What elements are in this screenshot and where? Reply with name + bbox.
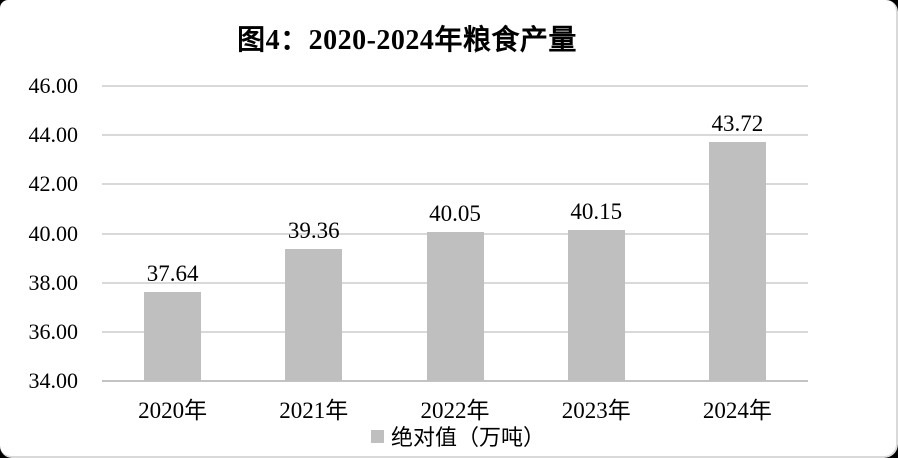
x-axis-category-label: 2020年 — [138, 398, 208, 423]
y-axis-tick-label: 44.00 — [28, 122, 79, 148]
chart-title: 图4：2020-2024年粮食产量 — [237, 25, 577, 56]
x-axis-category-label: 2024年 — [702, 398, 772, 423]
gridline — [102, 85, 808, 87]
bar — [426, 232, 484, 381]
y-axis-tick-label: 38.00 — [28, 269, 79, 295]
bar-value-label: 40.15 — [570, 198, 623, 224]
bar-value-label: 39.36 — [287, 218, 340, 244]
legend: 绝对值（万吨） — [371, 420, 545, 452]
legend-label: 绝对值（万吨） — [391, 425, 546, 450]
y-axis-tick-label: 36.00 — [28, 318, 79, 344]
bar-value-label: 43.72 — [711, 111, 764, 137]
x-axis-category-label: 2023年 — [561, 398, 631, 423]
y-axis-tick-label: 40.00 — [28, 220, 79, 246]
gridline — [102, 183, 808, 186]
x-axis-category-label: 2022年 — [420, 398, 490, 423]
bar — [567, 229, 625, 381]
y-axis-tick-label: 42.00 — [28, 171, 79, 197]
bar-value-label: 37.64 — [146, 260, 199, 286]
x-axis-category-label: 2021年 — [279, 398, 349, 423]
y-axis-tick-label: 46.00 — [28, 73, 79, 98]
legend-swatch-icon — [371, 429, 384, 443]
bar-value-label: 40.05 — [429, 201, 481, 227]
x-axis-line — [102, 380, 808, 382]
bar — [708, 142, 766, 381]
bar — [285, 249, 343, 381]
y-axis-tick-label: 34.00 — [28, 368, 79, 393]
gridline — [102, 134, 808, 137]
bar — [144, 291, 202, 381]
